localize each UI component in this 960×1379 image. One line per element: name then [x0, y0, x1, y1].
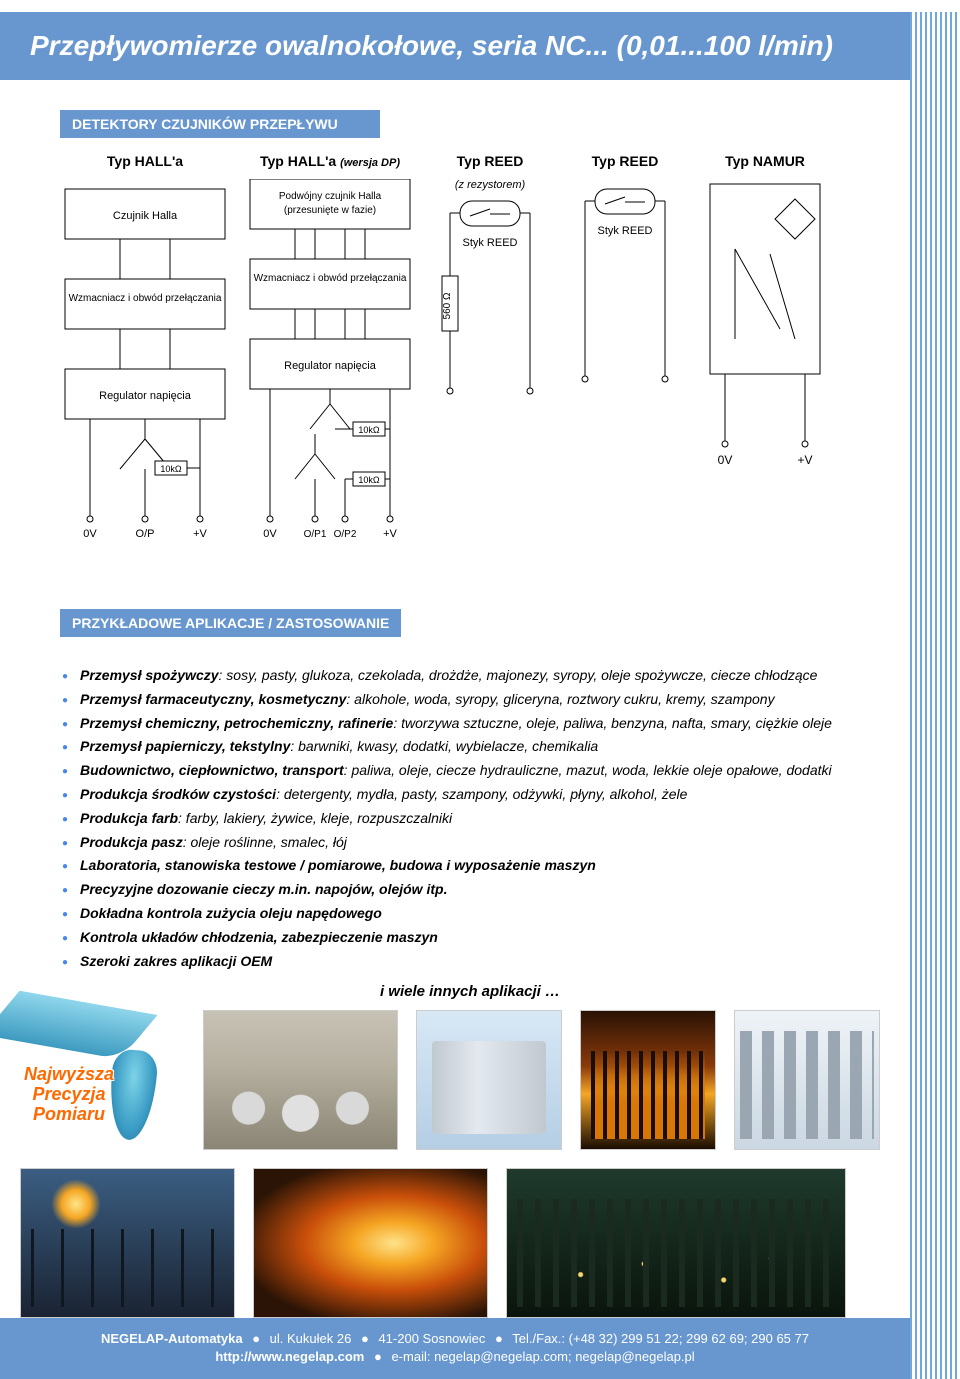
footer-email: e-mail: negelap@negelap.com; negelap@neg…: [391, 1349, 694, 1364]
diagram-reed-r-svg: Styk REED 560 Ω: [430, 191, 550, 421]
diagram-namur-svg: 0V +V: [700, 179, 830, 479]
list-item: Produkcja pasz: oleje roślinne, smalec, …: [60, 831, 880, 855]
diagram-hall-dp-title: Typ HALL'a (wersja DP): [245, 153, 415, 169]
diagram-reed-title: Typ REED: [565, 153, 685, 169]
list-item: Szeroki zakres aplikacji OEM: [60, 950, 880, 974]
svg-text:+V: +V: [797, 453, 812, 467]
diagram-hall: Typ HALL'a Czujnik Halla Wzmacniacz i ob…: [60, 153, 230, 579]
and-more-text: i wiele innych aplikacji …: [60, 983, 880, 1000]
diagram-row: Typ HALL'a Czujnik Halla Wzmacniacz i ob…: [60, 153, 880, 579]
diagram-reed-svg: Styk REED: [565, 179, 685, 409]
svg-text:0V: 0V: [718, 453, 733, 467]
page-title: Przepływomierze owalnokołowe, seria NC..…: [0, 12, 936, 80]
photo-plant-night: [506, 1168, 846, 1318]
footer-city: 41-200 Sosnowiec: [378, 1331, 485, 1346]
promo-slogan: Najwyższa Precyzja Pomiaru: [24, 1065, 114, 1124]
svg-text:Czujnik Halla: Czujnik Halla: [113, 210, 178, 222]
svg-text:560 Ω: 560 Ω: [442, 292, 453, 319]
diagram-hall-dp-title-main: Typ HALL'a: [260, 153, 336, 169]
photo-cleanroom: [416, 1010, 562, 1150]
photo-flare: [20, 1168, 235, 1318]
diagram-reed-r-subtitle: (z rezystorem): [430, 179, 550, 191]
svg-text:0V: 0V: [83, 528, 97, 540]
diagram-namur: Typ NAMUR 0V +V: [700, 153, 830, 479]
svg-text:O/P1: O/P1: [304, 529, 327, 540]
section-apps-title: PRZYKŁADOWE APLIKACJE / ZASTOSOWANIE: [60, 609, 401, 637]
diagram-namur-title: Typ NAMUR: [700, 153, 830, 169]
svg-text:+V: +V: [383, 528, 397, 540]
promo-image: Najwyższa Precyzja Pomiaru: [20, 1010, 185, 1150]
section-detectors-title: DETEKTORY CZUJNIKÓW PRZEPŁYWU: [60, 110, 380, 138]
svg-text:10kΩ: 10kΩ: [160, 464, 182, 474]
list-item: Produkcja farb: farby, lakiery, żywice, …: [60, 807, 880, 831]
photo-tanks: [203, 1010, 398, 1150]
diagram-reed-r-title: Typ REED: [430, 153, 550, 169]
svg-text:Wzmacniacz i obwód przełączani: Wzmacniacz i obwód przełączania: [254, 273, 407, 284]
list-item: Precyzyjne dozowanie cieczy m.in. napojó…: [60, 878, 880, 902]
svg-text:Styk REED: Styk REED: [462, 237, 517, 249]
svg-text:Styk REED: Styk REED: [597, 225, 652, 237]
list-item: Laboratoria, stanowiska testowe / pomiar…: [60, 854, 880, 878]
photo-jet-engine: [253, 1168, 488, 1318]
diagram-hall-dp-svg: Podwójny czujnik Halla (przesunięte w fa…: [245, 179, 415, 579]
svg-text:0V: 0V: [263, 528, 277, 540]
svg-text:10kΩ: 10kΩ: [358, 425, 380, 435]
list-item: Przemysł papierniczy, tekstylny: barwnik…: [60, 735, 880, 759]
svg-text:Podwójny czujnik Halla: Podwójny czujnik Halla: [279, 191, 382, 202]
side-stripe: [910, 12, 960, 1379]
svg-text:(przesunięte w fazie): (przesunięte w fazie): [284, 205, 376, 216]
footer: NEGELAP-Automatyka ● ul. Kukułek 26 ● 41…: [0, 1318, 910, 1379]
footer-tel: Tel./Fax.: (+48 32) 299 51 22; 299 62 69…: [512, 1331, 809, 1346]
footer-street: ul. Kukułek 26: [270, 1331, 352, 1346]
list-item: Dokładna kontrola zużycia oleju napędowe…: [60, 902, 880, 926]
photo-refinery-dusk: [580, 1010, 716, 1150]
list-item: Przemysł chemiczny, petrochemiczny, rafi…: [60, 712, 880, 736]
svg-text:Regulator napięcia: Regulator napięcia: [284, 360, 377, 372]
list-item: Budownictwo, ciepłownictwo, transport: p…: [60, 759, 880, 783]
svg-text:Regulator napięcia: Regulator napięcia: [99, 390, 192, 402]
diagram-reed: Typ REED Styk REED: [565, 153, 685, 409]
svg-text:10kΩ: 10kΩ: [358, 475, 380, 485]
list-item: Produkcja środków czystości: detergenty,…: [60, 783, 880, 807]
svg-text:+V: +V: [193, 528, 207, 540]
svg-text:O/P: O/P: [136, 528, 155, 540]
diagram-hall-title: Typ HALL'a: [60, 153, 230, 169]
diagram-hall-svg: Czujnik Halla Wzmacniacz i obwód przełąc…: [60, 179, 230, 579]
footer-www: http://www.negelap.com: [215, 1349, 364, 1364]
diagram-reed-r: Typ REED (z rezystorem) Styk REED 560 Ω: [430, 153, 550, 421]
photo-towers: [734, 1010, 880, 1150]
diagram-hall-dp-subtitle: (wersja DP): [340, 157, 400, 169]
footer-line-2: http://www.negelap.com ● e-mail: negelap…: [20, 1349, 890, 1364]
applications-list: Przemysł spożywczy: sosy, pasty, glukoza…: [60, 664, 880, 973]
photo-row-2: [20, 1168, 880, 1318]
list-item: Kontrola układów chłodzenia, zabezpiecze…: [60, 926, 880, 950]
footer-line-1: NEGELAP-Automatyka ● ul. Kukułek 26 ● 41…: [20, 1331, 890, 1346]
svg-text:Wzmacniacz i obwód przełączani: Wzmacniacz i obwód przełączania: [69, 293, 222, 304]
footer-company: NEGELAP-Automatyka: [101, 1331, 243, 1346]
photo-row-1: Najwyższa Precyzja Pomiaru: [20, 1010, 880, 1150]
list-item: Przemysł farmaceutyczny, kosmetyczny: al…: [60, 688, 880, 712]
diagram-hall-dp: Typ HALL'a (wersja DP) Podwójny czujnik …: [245, 153, 415, 579]
svg-text:O/P2: O/P2: [334, 529, 357, 540]
list-item: Przemysł spożywczy: sosy, pasty, glukoza…: [60, 664, 880, 688]
